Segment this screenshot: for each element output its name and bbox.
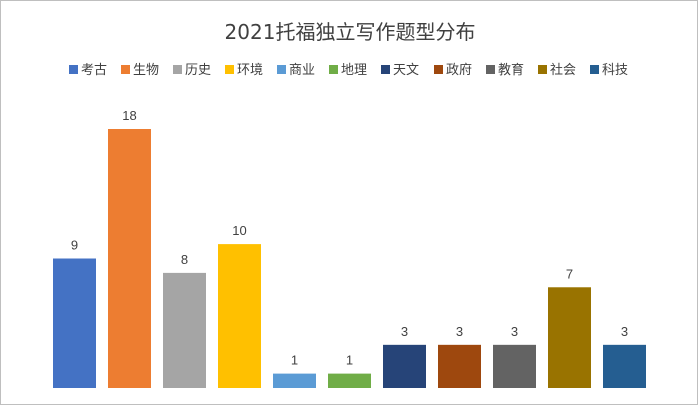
legend-label-2: 历史 (185, 63, 211, 78)
legend-label-3: 环境 (237, 63, 263, 78)
legend-swatch-9 (538, 65, 547, 74)
legend-label-6: 天文 (393, 63, 419, 78)
bar-4 (273, 373, 316, 388)
data-label-3: 10 (232, 223, 246, 238)
data-label-10: 3 (621, 324, 628, 339)
bar-0 (53, 258, 96, 388)
legend-label-4: 商业 (289, 63, 315, 78)
bars-group (53, 129, 646, 388)
legend-label-0: 考古 (81, 63, 107, 78)
bar-9 (548, 287, 591, 388)
legend-swatch-2 (173, 65, 182, 74)
bar-6 (383, 344, 426, 388)
bar-3 (218, 244, 261, 388)
data-label-4: 1 (291, 353, 298, 368)
data-label-9: 7 (566, 266, 573, 281)
data-label-6: 3 (401, 324, 408, 339)
legend-swatch-3 (225, 65, 234, 74)
legend-label-7: 政府 (446, 63, 472, 78)
value-labels-group: 9 18 8 10 1 1 3 3 3 7 3 (71, 108, 628, 368)
legend-label-1: 生物 (133, 63, 159, 78)
bar-2 (163, 272, 206, 388)
legend-swatch-4 (277, 65, 286, 74)
legend-swatch-10 (590, 65, 599, 74)
data-label-5: 1 (346, 353, 353, 368)
legend-swatch-6 (381, 65, 390, 74)
legend-label-5: 地理 (341, 63, 367, 78)
legend-swatch-0 (69, 65, 78, 74)
bar-7 (438, 344, 481, 388)
chart-title: 2021托福独立写作题型分布 (225, 20, 476, 44)
data-label-8: 3 (511, 324, 518, 339)
legend-swatch-5 (329, 65, 338, 74)
legend-label-9: 社会 (550, 62, 576, 78)
bar-8 (493, 344, 536, 388)
data-label-1: 18 (122, 108, 136, 123)
legend-swatch-7 (434, 65, 443, 74)
bar-5 (328, 373, 371, 388)
legend-label-8: 教育 (498, 62, 524, 78)
legend-swatch-8 (486, 65, 495, 74)
data-label-2: 8 (181, 252, 188, 267)
legend-label-10: 科技 (602, 63, 628, 78)
data-label-7: 3 (456, 324, 463, 339)
legend: 考古 生物 历史 环境 商业 地理 天文 政府 教育 社会 科技 (69, 62, 628, 78)
bar-10 (603, 344, 646, 388)
bar-1 (108, 129, 151, 388)
data-label-0: 9 (71, 238, 78, 253)
legend-swatch-1 (121, 65, 130, 74)
